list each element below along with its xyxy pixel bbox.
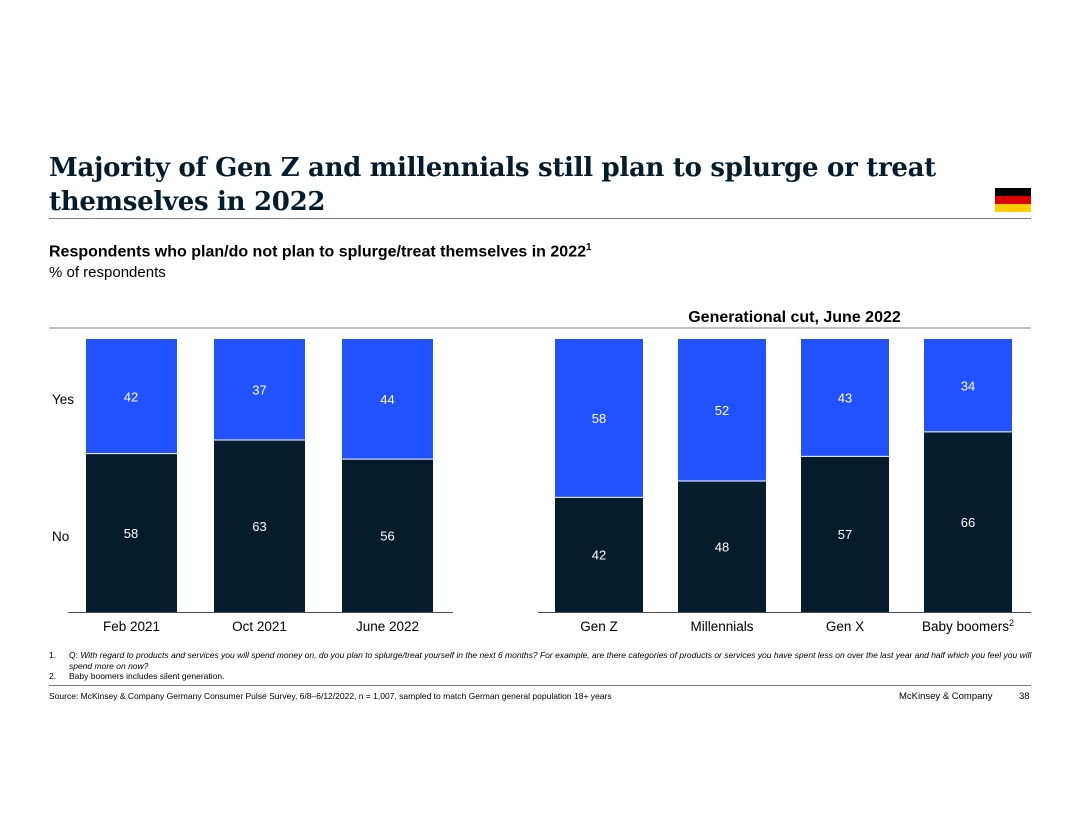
germany-flag-icon: [995, 188, 1031, 212]
panel-1-bar-yes-1: [86, 339, 177, 454]
panel-1-bar-no-2: [214, 440, 305, 612]
panel-2-category-3: Gen X: [826, 619, 864, 634]
panel-2-bar-no-1: [555, 497, 643, 612]
panel-1-label-yes-3: 44: [380, 392, 394, 407]
panel-2-label-no-4: 66: [961, 515, 975, 530]
chart-unit-label: % of respondents: [49, 264, 166, 281]
panel-2-title: Generational cut, June 2022: [688, 309, 901, 326]
title-divider: [49, 218, 1031, 219]
panel-2-label-yes-4: 34: [961, 378, 975, 393]
panel-1-bar-yes-2: [214, 339, 305, 441]
page-number: 38: [1019, 691, 1030, 702]
source-divider: [49, 685, 1031, 686]
panel-2-category-2: Millennials: [690, 619, 753, 634]
footnote-1-prefix: Q:: [69, 650, 81, 660]
panel-2-category-1: Gen Z: [580, 619, 618, 634]
row-label-yes: Yes: [52, 392, 74, 407]
footnote-2-text: Baby boomers includes silent generation.: [69, 671, 225, 681]
panel-1-bar-yes-3: [342, 339, 433, 460]
panel-1-bar-no-3: [342, 459, 433, 612]
panel-2-category-footnote-ref-4: 2: [1009, 618, 1014, 628]
panel-1-category-1: Feb 2021: [103, 619, 160, 634]
brand-name: McKinsey & Company: [899, 691, 993, 702]
panel-2-label-yes-3: 43: [838, 391, 852, 406]
flag-stripe-gold: [995, 204, 1031, 212]
source-note: Source: McKinsey & Company Germany Consu…: [49, 691, 612, 701]
panel-2-bar-yes-2: [678, 339, 766, 481]
flag-stripe-red: [995, 196, 1031, 204]
panel-1-category-2: Oct 2021: [232, 619, 287, 634]
footnote-1-text: Q: With regard to products and services …: [69, 650, 1039, 672]
panel-2-bar-yes-3: [801, 339, 889, 457]
panel-2-bar-no-2: [678, 480, 766, 612]
panel-2-bar-yes-1: [555, 339, 643, 498]
chart-subtitle-text: Respondents who plan/do not plan to splu…: [49, 243, 586, 261]
panel-2-label-no-2: 48: [715, 539, 729, 554]
panel-2-label-yes-1: 58: [592, 411, 606, 426]
panel-1-category-3: June 2022: [356, 619, 419, 634]
panel-1-label-no-2: 63: [252, 519, 266, 534]
panel-2-label-no-1: 42: [592, 548, 606, 563]
panel-2-bar-yes-4: [924, 339, 1012, 432]
panel-2-category-4: Baby boomers2: [922, 618, 1014, 634]
footnote-2-number: 2.: [49, 671, 57, 681]
panel-1-label-yes-2: 37: [252, 383, 266, 398]
panel-2-bar-no-3: [801, 456, 889, 612]
panel-1-bar-no-1: [86, 453, 177, 612]
chart-subtitle-footnote-ref: 1: [585, 242, 592, 253]
panel-1-label-yes-1: 42: [124, 389, 138, 404]
panel-1-label-no-1: 58: [124, 526, 138, 541]
chart-subtitle: Respondents who plan/do not plan to splu…: [49, 242, 592, 261]
panel-1-label-no-3: 56: [380, 529, 394, 544]
page-title: Majority of Gen Z and millennials still …: [49, 153, 936, 217]
panel-2-bar-no-4: [924, 431, 1012, 612]
footnote-1-number: 1.: [49, 650, 57, 660]
stacked-bar-charts: 42 58 Feb 2021 37 63 Oct 2021 44 56 June 2022 Yes…: [49, 309, 1031, 634]
row-label-no: No: [52, 529, 69, 544]
panel-2-label-no-3: 57: [838, 527, 852, 542]
footnote-1-question: With regard to products and services you…: [69, 650, 1032, 671]
panel-2-label-yes-2: 52: [715, 403, 729, 418]
flag-stripe-black: [995, 188, 1031, 196]
